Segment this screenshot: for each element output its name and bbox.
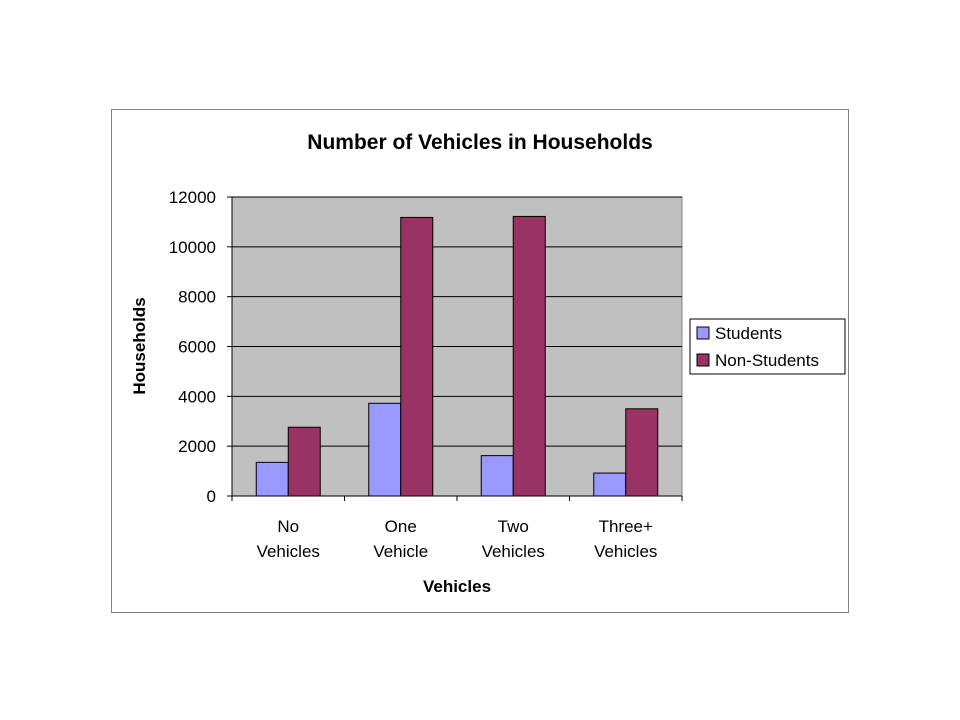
x-tick-label: Vehicles [482,542,545,561]
legend-box [689,318,846,375]
bar-non-students [400,216,434,497]
bar-students [593,472,627,497]
x-tick-label: Two [498,517,529,536]
bar-students [480,455,514,497]
legend-label: Non-Students [715,351,819,370]
bar-students [368,402,402,497]
x-tick-label: Vehicles [594,542,657,561]
legend-swatch [696,326,710,340]
y-tick-label: 4000 [178,387,216,406]
legend-label: Students [715,324,782,343]
x-tick-label: One [385,517,417,536]
bar-non-students [512,215,546,497]
legend: Students Non-Students [689,318,846,375]
y-tick-label: 6000 [178,338,216,357]
chart-title: Number of Vehicles in Households [307,131,652,154]
bar-students [255,461,289,497]
x-tick-label: Vehicles [257,542,320,561]
y-tick-label: 8000 [178,288,216,307]
y-tick-label: 10000 [169,238,216,257]
x-tick-label: No [277,517,299,536]
axis-ticks: 0 2000 4000 6000 8000 10000 12000 No Vehicles One… [169,188,683,561]
y-tick-label: 0 [207,487,216,506]
bars [255,215,659,497]
x-tick-label: Vehicle [373,542,428,561]
legend-swatch [696,353,710,367]
x-tick-label: Three+ [599,517,653,536]
y-tick-label: 2000 [178,437,216,456]
bar-non-students [287,426,321,497]
x-axis-title: Vehicles [423,577,491,596]
bar-non-students [625,408,659,497]
y-axis-title: Households [130,297,149,394]
y-tick-label: 12000 [169,188,216,207]
